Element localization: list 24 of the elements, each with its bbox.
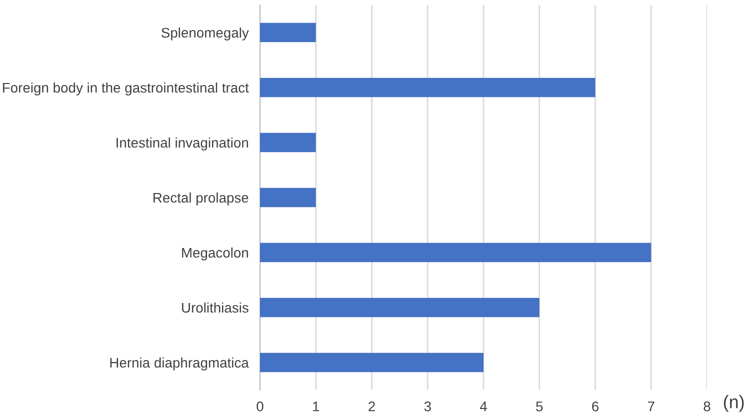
y-tick-label: Intestinal invagination bbox=[116, 137, 248, 150]
bar bbox=[260, 22, 316, 42]
x-tick-label: 3 bbox=[424, 401, 431, 412]
x-tick-label: 4 bbox=[480, 402, 487, 412]
bar bbox=[260, 78, 596, 98]
y-tick-label: Splenomegaly bbox=[162, 27, 249, 40]
x-axis-title: (n) bbox=[724, 395, 744, 412]
x-tick-label: 7 bbox=[648, 402, 654, 412]
bar bbox=[260, 298, 540, 318]
bar bbox=[260, 242, 652, 262]
bar bbox=[260, 352, 484, 372]
y-tick-label: Megacolon bbox=[182, 247, 248, 260]
x-tick-label: 8 bbox=[704, 401, 710, 412]
y-tick-label: Rectal prolapse bbox=[154, 192, 248, 206]
x-tick-label: 1 bbox=[313, 402, 320, 412]
y-tick-label: Foreign body in the gastrointestinal tract bbox=[2, 82, 249, 96]
bar bbox=[260, 132, 316, 152]
bar bbox=[260, 188, 316, 208]
x-tick-label: 6 bbox=[592, 401, 598, 412]
x-tick-label: 2 bbox=[368, 401, 375, 412]
y-tick-label: Urolithiasis bbox=[182, 302, 248, 313]
x-tick-label: 5 bbox=[536, 402, 543, 412]
x-tick-label: 0 bbox=[256, 401, 264, 412]
y-tick-label: Hernia diaphragmatica bbox=[110, 357, 249, 370]
